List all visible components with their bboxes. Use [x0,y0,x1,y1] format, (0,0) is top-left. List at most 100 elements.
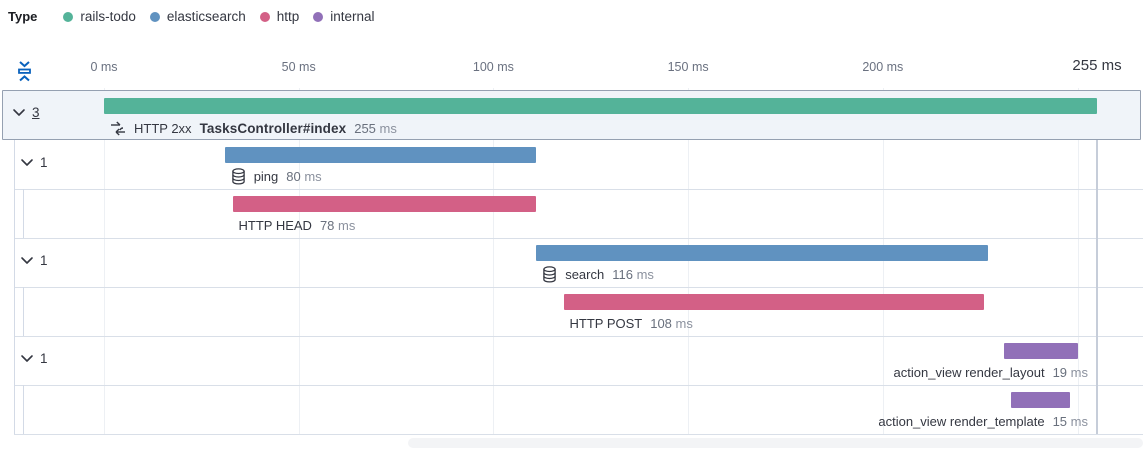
tree-guide-line [14,140,15,434]
duration-value: 255 [354,120,376,136]
legend-item-http[interactable]: http [259,9,300,24]
legend-color-dot [259,11,270,22]
span-name: TasksController#index [199,120,347,136]
legend-items: rails-todo elasticsearch http internal [63,9,375,24]
span-name: HTTP HEAD [238,217,312,233]
fold-toggle-button[interactable]: 1 [20,155,48,170]
timeline-gridline [493,88,495,434]
span-prefix: HTTP 2xx [134,120,192,136]
axis-tick-label: 50 ms [281,60,316,74]
legend-item-elasticsearch[interactable]: elasticsearch [149,9,246,24]
legend-item-rails-todo[interactable]: rails-todo [63,9,136,24]
span-bar[interactable] [1003,343,1078,359]
duration-unit: ms [671,315,693,331]
bottom-scroll-shadow [408,438,1143,448]
span-name: HTTP POST [569,315,643,331]
legend-title: Type [8,9,38,24]
span-duration: 255 ms [354,121,397,136]
span-label[interactable]: HTTP POST 108 ms [570,314,693,332]
duration-unit: ms [1067,364,1088,380]
type-legend: Type rails-todo elasticsearch http internal [8,9,375,24]
span-label[interactable]: ping 80 ms [231,167,322,185]
fold-icon [17,60,31,81]
duration-value: 78 [319,217,335,233]
fold-count: 1 [40,253,48,268]
tree-guide-line [23,189,24,238]
legend-color-dot [63,11,74,22]
duration-value: 15 [1052,413,1068,429]
span-label[interactable]: action_view render_layout 19 ms [894,363,1088,381]
legend-item-label: http [276,9,300,24]
tree-guide-line [23,385,24,434]
tree-guide-line [23,287,24,336]
span-bar[interactable] [224,147,537,163]
duration-unit: ms [1067,413,1088,429]
span-duration: 116 ms [612,267,654,282]
span-name: action_view render_template [878,413,1045,429]
row-separator [14,238,1143,239]
axis-tick-label: 100 ms [472,60,514,74]
row-separator [14,189,1143,190]
span-duration: 80 ms [286,169,321,184]
fold-toggle-button[interactable]: 1 [20,351,48,366]
timeline-gridline [882,88,884,434]
timeline-gridline [1077,88,1079,434]
row-separator [14,385,1143,386]
duration-value: 80 [286,168,301,184]
duration-value: 19 [1052,364,1068,380]
database-icon [231,167,246,185]
span-label[interactable]: action_view render_template 15 ms [878,412,1088,430]
transaction-bar[interactable] [104,98,1097,114]
database-icon [542,265,557,283]
duration-unit: ms [300,168,322,184]
fold-toggle-button[interactable]: 1 [20,253,48,268]
span-duration: 108 ms [650,316,693,331]
timeline-gridline [298,88,300,434]
legend-item-label: internal [330,9,375,24]
fold-count: 1 [40,351,48,366]
span-bar[interactable] [536,245,988,261]
timeline-gridline [104,88,105,434]
span-name: ping [253,168,279,184]
chevron-down-icon [20,256,34,265]
row-separator [14,287,1143,288]
legend-color-dot [149,11,160,22]
duration-value: 108 [650,315,672,331]
duration-unit: ms [632,266,654,282]
axis-tick-label: 0 ms [90,60,118,74]
chevron-down-icon [20,354,34,363]
trace-end-marker [1096,140,1098,434]
timeline-gridline [688,88,690,434]
span-name: search [565,266,605,282]
collapse-all-button[interactable] [10,57,38,85]
fold-toggle-button[interactable]: 3 [12,105,40,120]
axis-tick-label: 200 ms [862,60,904,74]
duration-unit: ms [375,120,397,136]
span-bar[interactable] [563,294,985,310]
transaction-label[interactable]: HTTP 2xx TasksController#index 255 ms [110,119,397,137]
legend-color-dot [313,11,324,22]
legend-item-label: elasticsearch [166,9,246,24]
row-separator [14,336,1143,337]
span-bar[interactable] [1011,392,1070,408]
duration-unit: ms [334,217,356,233]
span-label[interactable]: search 116 ms [542,265,654,283]
span-label[interactable]: HTTP HEAD 78 ms [239,216,356,234]
span-name: action_view render_layout [893,364,1045,380]
row-separator [14,434,1143,435]
axis-end-tick-label: 255 ms [1072,57,1122,74]
axis-tick-label: 150 ms [667,60,709,74]
duration-value: 116 [612,266,633,282]
fold-count: 1 [40,155,48,170]
legend-item-internal[interactable]: internal [313,9,375,24]
chevron-down-icon [20,158,34,167]
span-duration: 19 ms [1053,365,1088,380]
legend-item-label: rails-todo [80,9,136,24]
span-bar[interactable] [232,196,537,212]
transaction-icon [110,120,126,136]
span-duration: 78 ms [320,218,355,233]
chevron-down-icon [12,108,26,117]
span-duration: 15 ms [1053,414,1088,429]
fold-count: 3 [32,105,40,120]
